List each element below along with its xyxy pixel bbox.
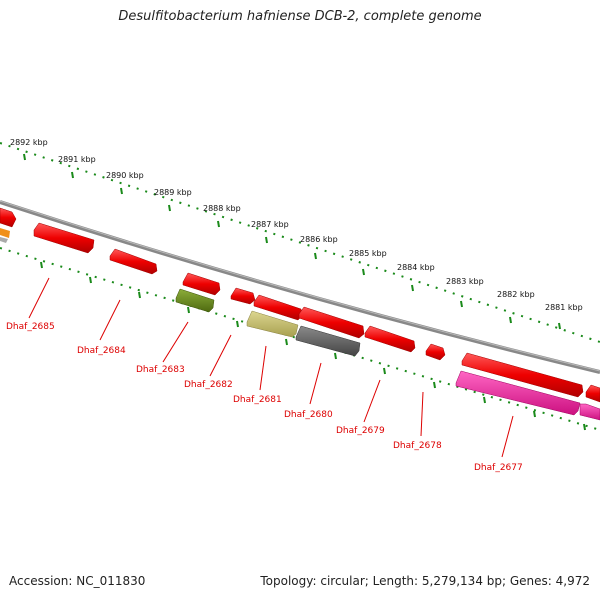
accession-text: Accession: NC_011830 bbox=[9, 574, 146, 588]
gene-feature[interactable] bbox=[425, 343, 446, 361]
scale-tick bbox=[89, 276, 92, 284]
gene-feature[interactable] bbox=[298, 306, 365, 339]
scale-tick bbox=[334, 352, 337, 360]
leader-line bbox=[501, 415, 514, 458]
scale-tick bbox=[168, 204, 171, 212]
gene-feature[interactable] bbox=[182, 272, 221, 296]
gene-labels: Dhaf_2685 Dhaf_2684 Dhaf_2683 Dhaf_2682 … bbox=[6, 322, 523, 473]
scale-tick bbox=[71, 171, 74, 179]
gene-feature[interactable] bbox=[109, 248, 158, 275]
gene-feature[interactable] bbox=[246, 310, 299, 338]
scale-tick bbox=[120, 187, 123, 195]
gene-feature[interactable] bbox=[579, 403, 600, 421]
scale-tick bbox=[217, 220, 220, 228]
gene-feature[interactable] bbox=[455, 370, 581, 416]
gene-label[interactable]: Dhaf_2683 bbox=[136, 365, 185, 375]
kbp-label: 2886 kbp bbox=[300, 235, 338, 244]
scale-tick bbox=[187, 306, 190, 314]
gene-feature[interactable] bbox=[461, 352, 584, 398]
scale-tick bbox=[558, 322, 561, 330]
gene-feature[interactable] bbox=[364, 325, 416, 353]
kbp-label: 2883 kbp bbox=[446, 277, 484, 286]
gene-feature[interactable] bbox=[0, 207, 17, 228]
genome-backbone-highlight bbox=[0, 200, 600, 372]
kbp-label: 2889 kbp bbox=[154, 188, 192, 197]
gene-feature[interactable] bbox=[33, 222, 95, 254]
leader-lines bbox=[28, 277, 514, 458]
kbp-label: 2885 kbp bbox=[349, 249, 387, 258]
inner-scale bbox=[0, 247, 600, 431]
leader-line bbox=[259, 345, 267, 391]
kbp-labels: 2892 kbp 2891 kbp 2890 kbp 2889 kbp 2888… bbox=[10, 138, 583, 312]
scale-tick bbox=[40, 261, 43, 269]
gene-label[interactable]: Dhaf_2684 bbox=[77, 346, 126, 356]
kbp-label: 2884 kbp bbox=[397, 263, 435, 272]
leader-line bbox=[209, 334, 232, 377]
kbp-label: 2882 kbp bbox=[497, 290, 535, 299]
kbp-label: 2888 kbp bbox=[203, 204, 241, 213]
leader-line bbox=[420, 391, 424, 437]
gene-feature[interactable] bbox=[585, 384, 600, 403]
gene-label[interactable]: Dhaf_2681 bbox=[233, 395, 282, 405]
topology-text: Topology: circular; Length: 5,279,134 bp… bbox=[260, 574, 590, 588]
gene-label[interactable]: Dhaf_2679 bbox=[336, 426, 385, 436]
scale-tick bbox=[383, 367, 386, 375]
kbp-label: 2891 kbp bbox=[58, 155, 96, 164]
scale-tick bbox=[583, 423, 586, 431]
leader-line bbox=[363, 379, 381, 423]
scale-tick bbox=[314, 252, 317, 260]
scale-tick bbox=[411, 284, 414, 292]
scale-tick bbox=[433, 381, 436, 389]
gene-feature[interactable] bbox=[0, 237, 8, 243]
scale-tick bbox=[23, 153, 26, 161]
scale-tick bbox=[138, 291, 141, 299]
leader-line bbox=[99, 299, 121, 341]
kbp-label: 2881 kbp bbox=[545, 303, 583, 312]
leader-line bbox=[162, 321, 189, 363]
scale-tick bbox=[509, 316, 512, 324]
genome-backbone bbox=[0, 200, 600, 374]
gene-label[interactable]: Dhaf_2682 bbox=[184, 380, 233, 390]
kbp-label: 2892 kbp bbox=[10, 138, 48, 147]
kbp-label: 2887 kbp bbox=[251, 220, 289, 229]
gene-feature[interactable] bbox=[0, 228, 10, 238]
leader-line bbox=[309, 362, 322, 405]
gene-feature[interactable] bbox=[230, 287, 256, 305]
scale-tick bbox=[236, 320, 239, 328]
scale-tick bbox=[285, 338, 288, 346]
gene-feature[interactable] bbox=[295, 325, 361, 357]
gene-features bbox=[0, 207, 600, 421]
scale-tick bbox=[460, 300, 463, 308]
outer-scale-dots bbox=[0, 142, 600, 343]
gene-label[interactable]: Dhaf_2685 bbox=[6, 322, 55, 332]
map-title: Desulfitobacterium hafniense DCB-2, comp… bbox=[118, 9, 482, 24]
scale-tick bbox=[362, 268, 365, 276]
gene-label[interactable]: Dhaf_2677 bbox=[474, 463, 523, 473]
scale-tick bbox=[533, 410, 536, 418]
scale-tick bbox=[483, 396, 486, 404]
gene-feature[interactable] bbox=[175, 288, 215, 313]
outer-scale bbox=[0, 142, 600, 343]
kbp-label: 2890 kbp bbox=[106, 171, 144, 180]
scale-tick bbox=[265, 236, 268, 244]
leader-line bbox=[28, 277, 50, 319]
gene-label[interactable]: Dhaf_2680 bbox=[284, 410, 333, 420]
inner-scale-dots bbox=[0, 247, 600, 431]
gene-label[interactable]: Dhaf_2678 bbox=[393, 441, 442, 451]
